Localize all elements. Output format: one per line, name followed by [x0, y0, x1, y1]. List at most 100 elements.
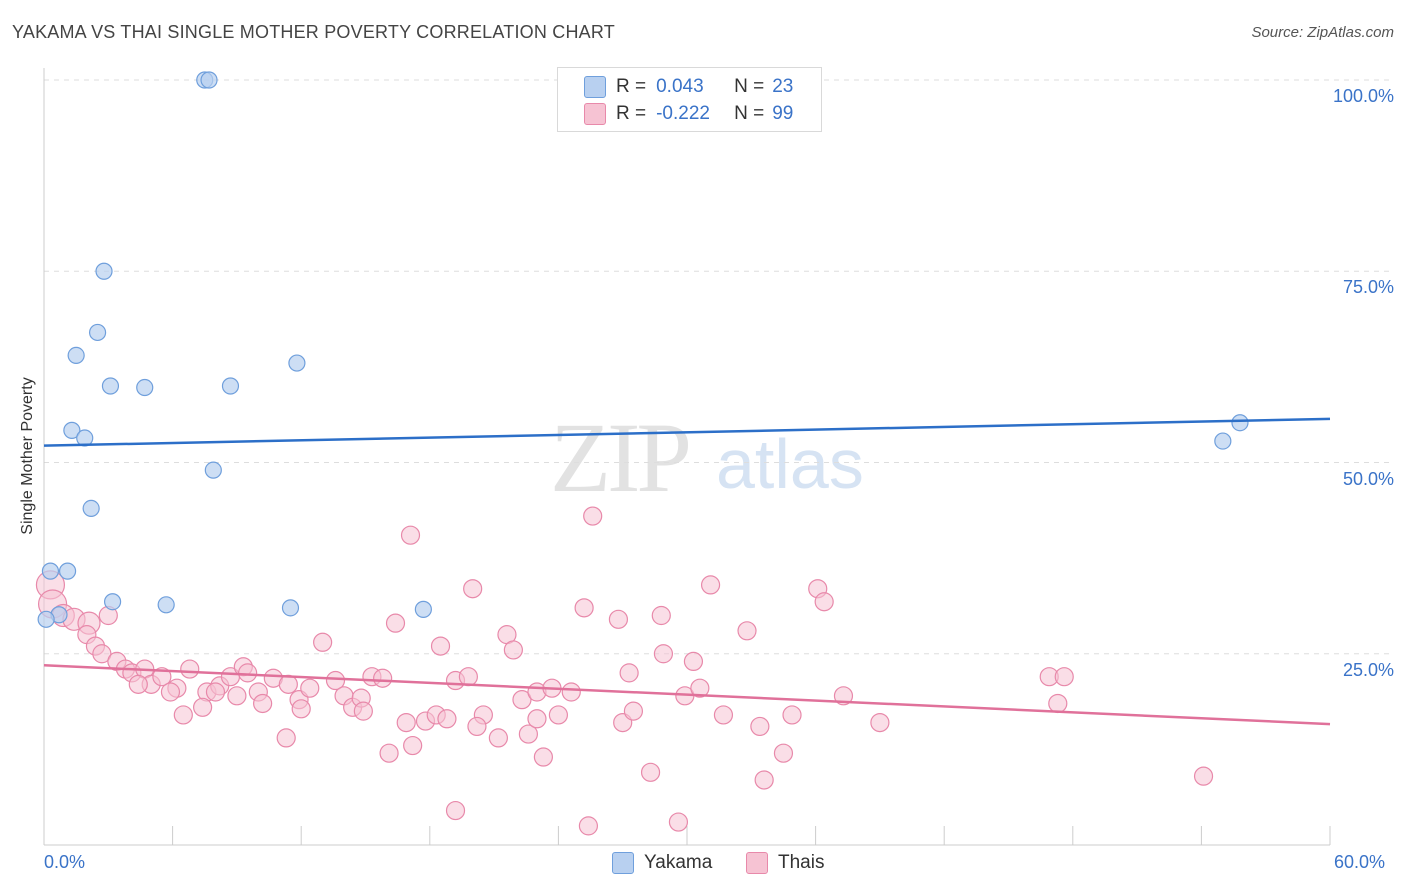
- thai-point: [583, 506, 603, 526]
- yakama-swatch: [584, 76, 606, 98]
- thai-trend-line: [43, 663, 1331, 726]
- y-tick-label: 75.0%: [1342, 277, 1394, 298]
- thai-point: [512, 690, 532, 710]
- legend-item-thais: Thais: [746, 852, 824, 874]
- x-tick-label-min: 0.0%: [44, 852, 86, 872]
- thai-stats-row: R = -0.222 N = 99: [616, 102, 793, 126]
- yakama-point: [95, 262, 113, 280]
- yakama-point: [221, 377, 240, 395]
- thai-point: [128, 674, 148, 694]
- yakama-n-label: N =: [734, 76, 765, 97]
- thai-point: [385, 613, 406, 633]
- yakama-point: [37, 610, 55, 628]
- yakama-point: [1214, 432, 1232, 450]
- yakama-point: [82, 499, 100, 517]
- thai-point: [379, 743, 399, 763]
- thai-point: [651, 605, 671, 626]
- thai-point: [205, 682, 226, 702]
- thai-point: [653, 644, 674, 664]
- thai-point: [623, 701, 644, 721]
- watermark-atlas: atlas: [716, 425, 864, 503]
- thai-point: [870, 712, 890, 733]
- series-legend: Yakama Thais: [0, 850, 1406, 880]
- thai-point: [574, 598, 594, 618]
- thai-point: [773, 743, 794, 763]
- thai-point: [518, 724, 538, 744]
- thai-point: [396, 712, 416, 733]
- thai-point: [561, 682, 581, 702]
- thai-swatch: [584, 103, 606, 125]
- yakama-point: [41, 562, 60, 580]
- thai-point: [325, 670, 346, 691]
- legend-thais-swatch: [746, 852, 768, 874]
- thai-point: [700, 575, 721, 595]
- thai-n-value: 99: [772, 103, 794, 124]
- chart-title: YAKAMA VS THAI SINGLE MOTHER POVERTY COR…: [12, 22, 615, 42]
- yakama-point: [204, 461, 222, 479]
- thai-point: [1193, 766, 1214, 786]
- legend-yakama-swatch: [612, 852, 634, 874]
- watermark-zip: ZIP: [550, 402, 692, 513]
- y-tick-label: 100.0%: [1332, 86, 1394, 106]
- y-axis-label: Single Mother Poverty: [19, 377, 36, 535]
- thai-point: [640, 762, 661, 782]
- yakama-point: [1231, 414, 1249, 432]
- x-tick-label-max: 60.0%: [1334, 852, 1386, 872]
- thai-point: [619, 663, 639, 683]
- thai-point: [313, 632, 333, 652]
- thai-point: [488, 728, 508, 748]
- thai-point: [445, 800, 466, 821]
- thai-point: [503, 640, 523, 660]
- yakama-r-label: R =: [616, 76, 647, 97]
- thai-points-group: [35, 506, 1214, 836]
- thai-point: [1054, 667, 1074, 687]
- thai-point: [430, 636, 451, 656]
- thai-point: [750, 716, 770, 737]
- thai-point: [782, 705, 802, 725]
- yakama-point: [103, 593, 122, 611]
- thai-point: [373, 668, 393, 688]
- yakama-point: [414, 600, 432, 618]
- thai-r-label: R =: [616, 103, 647, 124]
- legend-thais-label: Thais: [778, 852, 825, 873]
- thai-r-value: -0.222: [656, 103, 710, 124]
- thai-point: [291, 699, 311, 719]
- yakama-point: [58, 562, 77, 580]
- thai-point: [668, 812, 689, 832]
- thai-point: [737, 621, 757, 641]
- thai-point: [527, 709, 547, 729]
- thai-point: [548, 705, 569, 725]
- thai-n-label: N =: [734, 103, 765, 124]
- thai-point: [92, 644, 112, 664]
- thai-point: [578, 816, 599, 836]
- thai-point: [238, 663, 258, 683]
- thai-point: [152, 667, 172, 687]
- thai-point: [754, 770, 774, 790]
- thai-point: [467, 716, 487, 737]
- stats-legend: R = 0.043 N = 23 R = -0.222 N = 99: [557, 67, 822, 132]
- y-tick-label: 25.0%: [1342, 659, 1394, 680]
- yakama-r-value: 0.043: [656, 76, 704, 97]
- y-tick-label: 50.0%: [1342, 468, 1394, 489]
- thai-point: [300, 678, 320, 698]
- legend-yakama-label: Yakama: [644, 852, 713, 873]
- thai-point: [683, 651, 704, 672]
- thai-point: [227, 686, 247, 706]
- yakama-points-group: [37, 71, 1249, 628]
- yakama-point: [281, 599, 300, 617]
- yakama-point: [200, 71, 218, 89]
- thai-point: [608, 609, 629, 629]
- thai-point: [533, 747, 553, 767]
- thai-point: [278, 674, 298, 694]
- thai-point: [400, 525, 421, 545]
- thai-point: [253, 693, 273, 714]
- yakama-point: [63, 421, 81, 439]
- thai-point: [437, 709, 457, 729]
- chart-source: Source: ZipAtlas.com: [1251, 24, 1394, 41]
- thai-point: [180, 659, 200, 679]
- axes: [43, 68, 1331, 846]
- yakama-point: [136, 378, 154, 397]
- thai-point: [276, 728, 296, 748]
- legend-item-yakama: Yakama: [612, 852, 712, 874]
- yakama-trend-line: [43, 417, 1331, 447]
